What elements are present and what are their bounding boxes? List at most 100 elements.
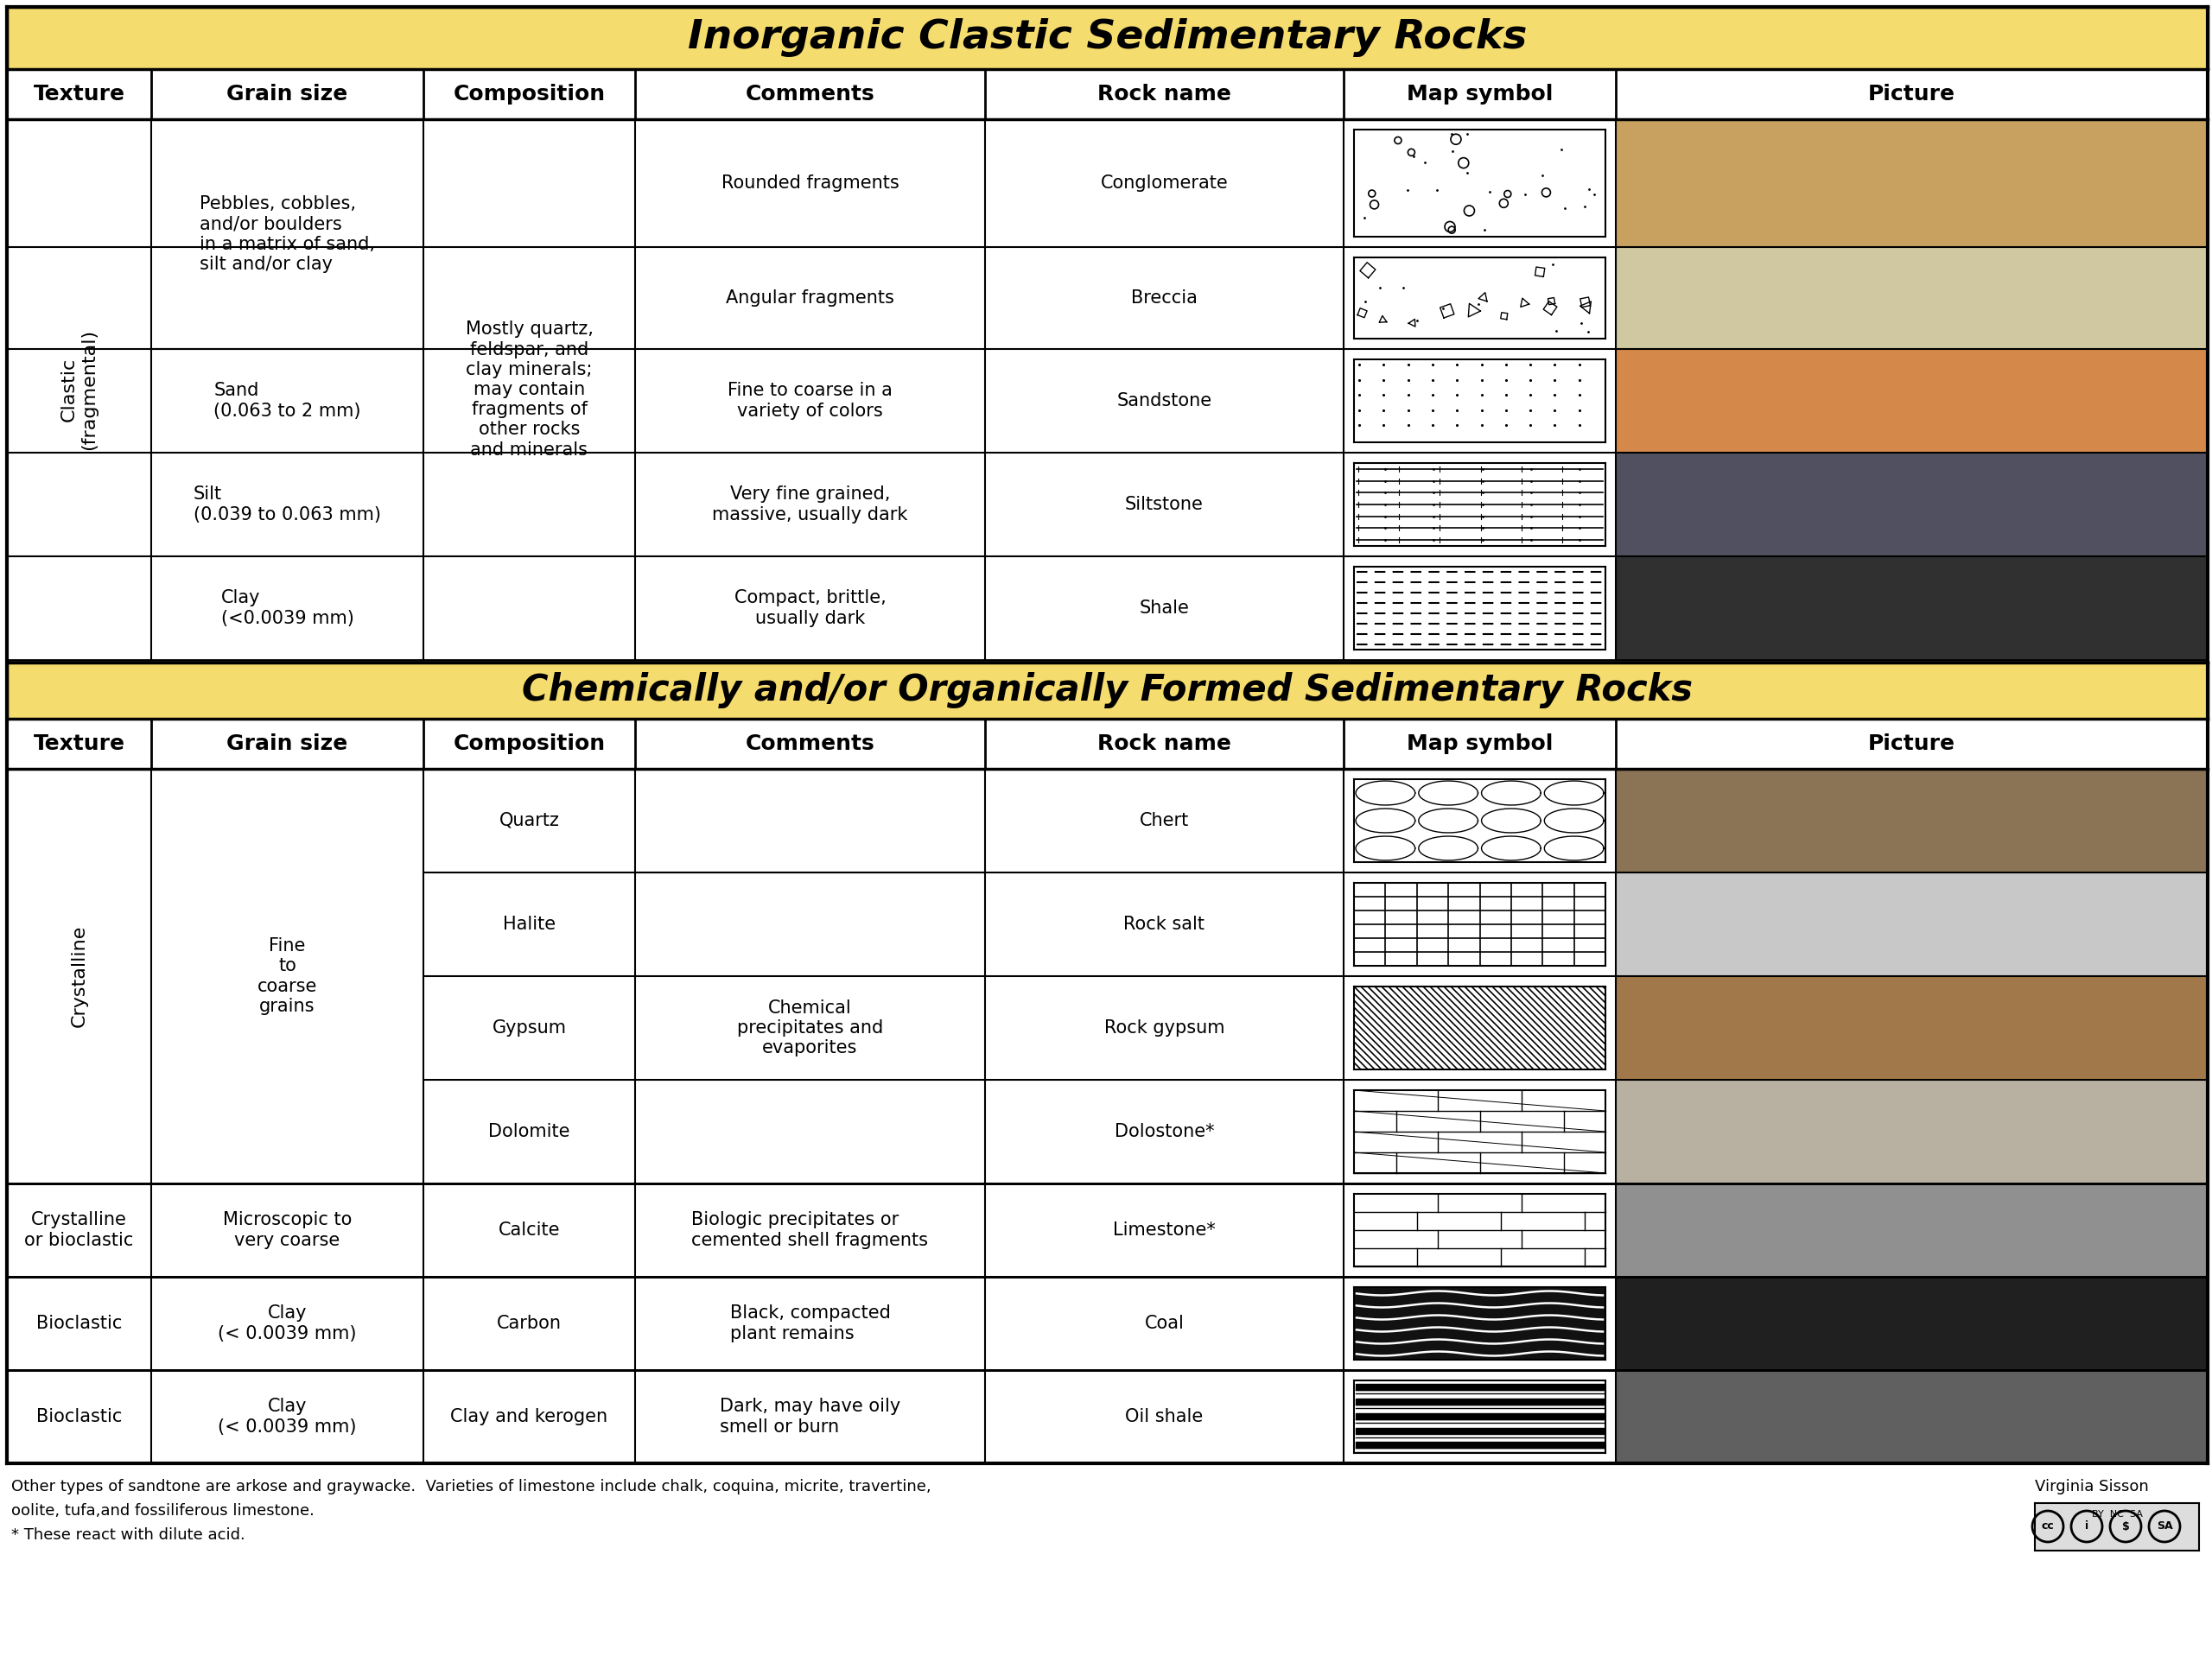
Text: Clay
(< 0.0039 mm): Clay (< 0.0039 mm) <box>219 1399 356 1435</box>
Bar <box>1354 1090 1606 1172</box>
Bar <box>1354 779 1606 863</box>
Text: Quartz: Quartz <box>500 812 560 829</box>
Text: BY  NC  SA: BY NC SA <box>2093 1509 2143 1519</box>
Bar <box>1615 556 2208 660</box>
Text: Dolomite: Dolomite <box>489 1122 571 1141</box>
Text: Fine
to
coarse
grains: Fine to coarse grains <box>257 938 316 1015</box>
Bar <box>7 7 2208 69</box>
Text: cc: cc <box>2042 1521 2055 1533</box>
Bar <box>1354 129 1606 236</box>
Bar <box>7 1276 2208 1370</box>
Text: Inorganic Clastic Sedimentary Rocks: Inorganic Clastic Sedimentary Rocks <box>688 18 1526 57</box>
Bar <box>1615 1080 2208 1184</box>
Text: Map symbol: Map symbol <box>1407 84 1553 104</box>
Bar <box>1354 462 1606 546</box>
Bar <box>1354 1286 1606 1360</box>
Text: Other types of sandtone are arkose and graywacke.  Varieties of limestone includ: Other types of sandtone are arkose and g… <box>11 1479 931 1494</box>
Text: Chemically and/or Organically Formed Sedimentary Rocks: Chemically and/or Organically Formed Sed… <box>522 672 1692 709</box>
Bar <box>7 769 2208 1184</box>
Text: Rock name: Rock name <box>1097 84 1232 104</box>
Text: Comments: Comments <box>745 734 874 754</box>
Text: Grain size: Grain size <box>226 734 347 754</box>
Bar <box>1354 258 1606 338</box>
Text: Chemical
precipitates and
evaporites: Chemical precipitates and evaporites <box>737 1000 883 1057</box>
Text: Clastic
(fragmental): Clastic (fragmental) <box>60 328 97 451</box>
Text: Chert: Chert <box>1139 812 1190 829</box>
Text: Black, compacted
plant remains: Black, compacted plant remains <box>730 1305 891 1342</box>
Text: Grain size: Grain size <box>226 84 347 104</box>
Text: Compact, brittle,
usually dark: Compact, brittle, usually dark <box>734 590 887 626</box>
Text: Crystalline: Crystalline <box>71 925 88 1027</box>
Text: Rock salt: Rock salt <box>1124 916 1206 933</box>
Text: SA: SA <box>2157 1521 2172 1533</box>
Bar <box>7 1184 2208 1276</box>
Bar <box>2035 1502 2199 1551</box>
Text: Rock gypsum: Rock gypsum <box>1104 1020 1225 1037</box>
Text: Clay
(<0.0039 mm): Clay (<0.0039 mm) <box>221 590 354 626</box>
Text: Breccia: Breccia <box>1130 290 1197 307</box>
Text: Shale: Shale <box>1139 600 1190 616</box>
Text: Composition: Composition <box>453 734 606 754</box>
Bar <box>1354 1380 1606 1452</box>
Text: Coal: Coal <box>1144 1315 1183 1332</box>
Text: Comments: Comments <box>745 84 874 104</box>
Text: Rounded fragments: Rounded fragments <box>721 174 898 191</box>
Text: Very fine grained,
massive, usually dark: Very fine grained, massive, usually dark <box>712 486 907 523</box>
Text: Oil shale: Oil shale <box>1126 1409 1203 1425</box>
Bar <box>1615 873 2208 977</box>
Bar <box>1615 1184 2208 1276</box>
Text: Bioclastic: Bioclastic <box>35 1409 122 1425</box>
Text: Sandstone: Sandstone <box>1117 392 1212 409</box>
Text: Picture: Picture <box>1869 734 1955 754</box>
Text: Dark, may have oily
smell or burn: Dark, may have oily smell or burn <box>719 1399 900 1435</box>
Bar <box>1354 1194 1606 1266</box>
Bar <box>1354 883 1606 966</box>
Text: Gypsum: Gypsum <box>491 1020 566 1037</box>
Bar <box>1354 360 1606 442</box>
Bar <box>1615 119 2208 246</box>
Bar <box>7 119 2208 660</box>
Text: Pebbles, cobbles,
and/or boulders
in a matrix of sand,
silt and/or clay: Pebbles, cobbles, and/or boulders in a m… <box>199 196 376 273</box>
Bar <box>7 69 2208 119</box>
Text: Composition: Composition <box>453 84 606 104</box>
Bar <box>1615 769 2208 873</box>
Text: Virginia Sisson: Virginia Sisson <box>2035 1479 2148 1494</box>
Text: $: $ <box>2121 1521 2130 1533</box>
Text: Clay and kerogen: Clay and kerogen <box>451 1409 608 1425</box>
Text: Texture: Texture <box>33 734 124 754</box>
Bar <box>7 663 2208 719</box>
Bar <box>1615 1370 2208 1464</box>
Bar <box>1615 977 2208 1080</box>
Bar <box>1615 452 2208 556</box>
Bar <box>1615 1276 2208 1370</box>
Bar <box>1354 1286 1606 1360</box>
Text: Limestone*: Limestone* <box>1113 1221 1217 1240</box>
Bar <box>7 719 2208 769</box>
Bar <box>1615 348 2208 452</box>
Text: Halite: Halite <box>502 916 555 933</box>
Text: Microscopic to
very coarse: Microscopic to very coarse <box>223 1211 352 1250</box>
Text: Angular fragments: Angular fragments <box>726 290 894 307</box>
Text: Map symbol: Map symbol <box>1407 734 1553 754</box>
Bar <box>1354 987 1606 1069</box>
Text: Crystalline
or bioclastic: Crystalline or bioclastic <box>24 1211 133 1250</box>
Bar <box>1615 246 2208 348</box>
Text: Sand
(0.063 to 2 mm): Sand (0.063 to 2 mm) <box>215 382 361 419</box>
Text: Silt
(0.039 to 0.063 mm): Silt (0.039 to 0.063 mm) <box>195 486 380 523</box>
Text: Clay
(< 0.0039 mm): Clay (< 0.0039 mm) <box>219 1305 356 1342</box>
Text: Picture: Picture <box>1869 84 1955 104</box>
Text: Carbon: Carbon <box>498 1315 562 1332</box>
Text: * These react with dilute acid.: * These react with dilute acid. <box>11 1528 246 1543</box>
Text: Rock name: Rock name <box>1097 734 1232 754</box>
Text: Texture: Texture <box>33 84 124 104</box>
Text: Mostly quartz,
feldspar, and
clay minerals;
may contain
fragments of
other rocks: Mostly quartz, feldspar, and clay minera… <box>465 322 593 459</box>
Text: i: i <box>2086 1521 2088 1533</box>
Text: Conglomerate: Conglomerate <box>1102 174 1228 191</box>
Text: Fine to coarse in a
variety of colors: Fine to coarse in a variety of colors <box>728 382 891 419</box>
Bar <box>7 1370 2208 1464</box>
Text: Siltstone: Siltstone <box>1126 496 1203 513</box>
Bar <box>1354 566 1606 650</box>
Text: Biologic precipitates or
cemented shell fragments: Biologic precipitates or cemented shell … <box>692 1211 929 1250</box>
Text: Dolostone*: Dolostone* <box>1115 1122 1214 1141</box>
Text: oolite, tufa,and fossiliferous limestone.: oolite, tufa,and fossiliferous limestone… <box>11 1502 314 1519</box>
